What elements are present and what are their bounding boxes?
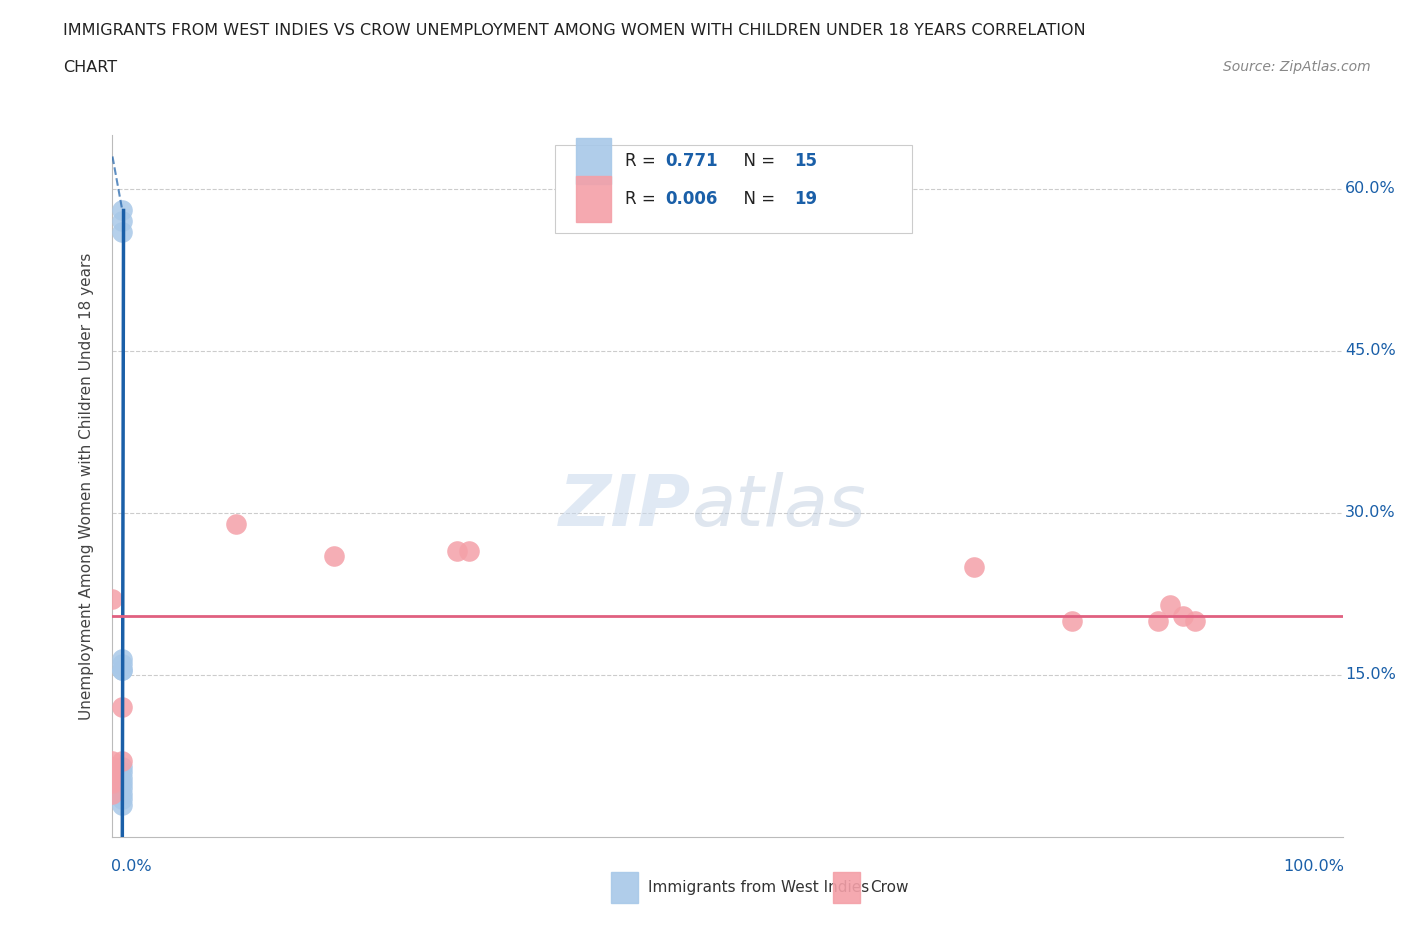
Point (111, 759, 134, 774)
Point (111, 797, 134, 812)
Point (111, 781, 134, 796)
Text: Source: ZipAtlas.com: Source: ZipAtlas.com (1223, 60, 1371, 74)
Point (111, 662, 134, 677)
Bar (576, 176, 610, 221)
Point (101, 776, 124, 790)
Point (1171, 608, 1194, 623)
Point (111, 787, 134, 802)
Text: atlas: atlas (690, 472, 865, 541)
Text: 30.0%: 30.0% (1346, 505, 1396, 521)
FancyBboxPatch shape (555, 145, 912, 233)
Point (1184, 614, 1206, 629)
Point (323, 549, 346, 564)
Text: 45.0%: 45.0% (1346, 343, 1396, 358)
Text: 15: 15 (794, 152, 817, 170)
Point (962, 560, 984, 575)
Y-axis label: Unemployment Among Women with Children Under 18 years: Unemployment Among Women with Children U… (79, 252, 94, 720)
Point (101, 591, 124, 606)
Text: 60.0%: 60.0% (1346, 181, 1396, 196)
Point (111, 791, 134, 806)
Point (111, 770, 134, 785)
Point (1147, 614, 1170, 629)
Text: ZIP: ZIP (558, 472, 690, 541)
Point (101, 764, 124, 779)
Point (111, 651, 134, 666)
Point (101, 759, 124, 774)
Text: CHART: CHART (63, 60, 117, 75)
Point (111, 657, 134, 671)
Point (101, 787, 124, 802)
Text: 15.0%: 15.0% (1346, 668, 1396, 683)
Point (1159, 597, 1181, 612)
Text: 0.0%: 0.0% (111, 859, 152, 874)
Point (111, 203, 134, 218)
Text: 19: 19 (794, 190, 817, 207)
Point (101, 754, 124, 769)
Point (111, 776, 134, 790)
Text: R =: R = (626, 152, 661, 170)
Text: 0.771: 0.771 (665, 152, 717, 170)
Bar (576, 138, 610, 183)
Point (111, 225, 134, 240)
Text: N =: N = (733, 152, 780, 170)
Bar (834, 871, 860, 903)
Text: Crow: Crow (870, 880, 908, 895)
Point (111, 214, 134, 229)
Text: R =: R = (626, 190, 661, 207)
Point (446, 543, 468, 558)
Text: 0.006: 0.006 (665, 190, 717, 207)
Text: N =: N = (733, 190, 780, 207)
Point (111, 662, 134, 677)
Point (111, 700, 134, 715)
Text: Immigrants from West Indies: Immigrants from West Indies (648, 880, 869, 895)
Point (101, 770, 124, 785)
Text: IMMIGRANTS FROM WEST INDIES VS CROW UNEMPLOYMENT AMONG WOMEN WITH CHILDREN UNDER: IMMIGRANTS FROM WEST INDIES VS CROW UNEM… (63, 23, 1085, 38)
Point (225, 516, 247, 531)
Point (111, 754, 134, 769)
Bar (610, 871, 638, 903)
Point (1062, 614, 1084, 629)
Text: 100.0%: 100.0% (1282, 859, 1344, 874)
Point (111, 764, 134, 779)
Point (458, 543, 481, 558)
